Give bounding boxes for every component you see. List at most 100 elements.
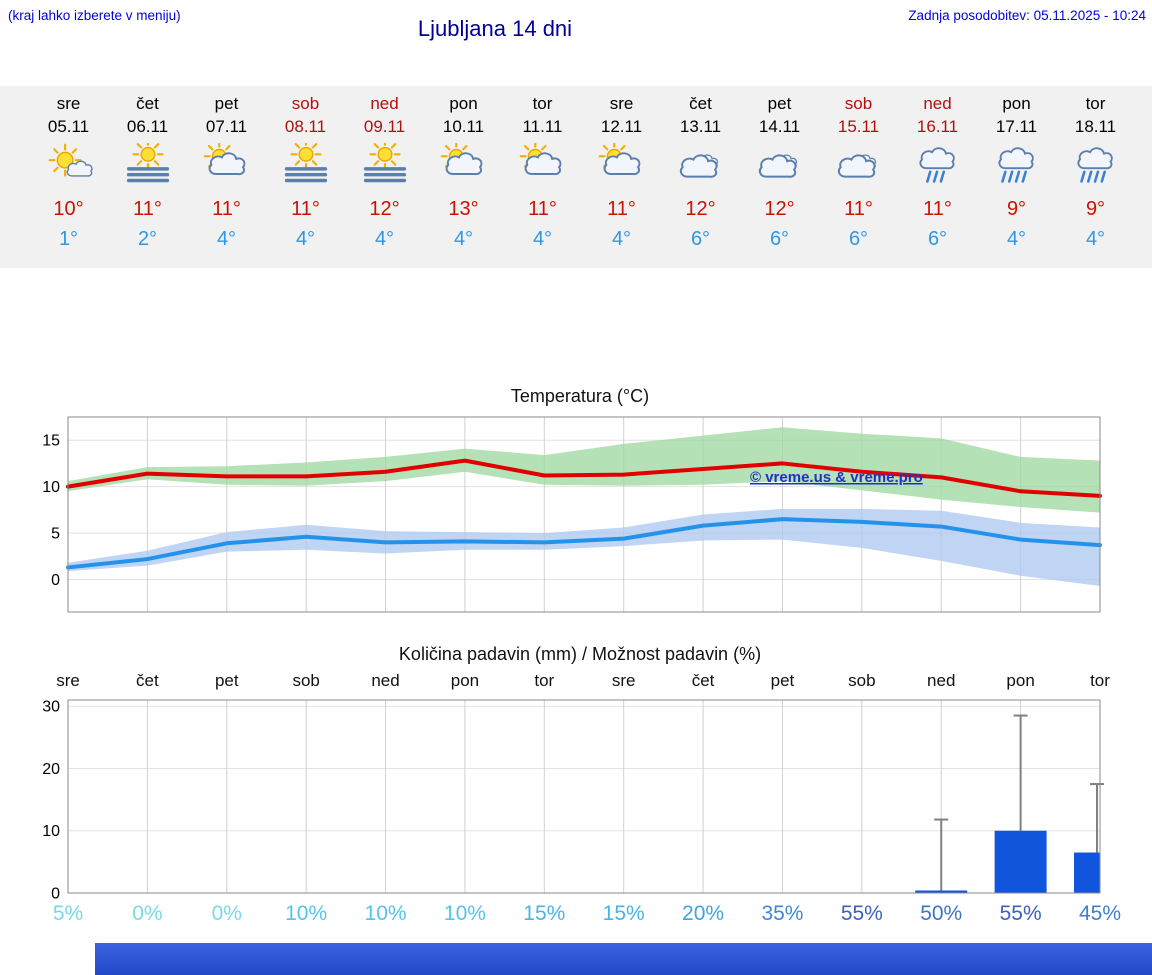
day-label: ned [923, 94, 952, 113]
precip-day-label: tor [534, 671, 554, 690]
low-temp: 4° [374, 228, 395, 250]
high-temp: 11° [528, 198, 557, 220]
forecast-day-11.11: tor 11.11 11° 4° [503, 94, 582, 268]
day-label: sob [291, 94, 320, 113]
date-label: 15.11 [837, 117, 880, 136]
cloudy-icon [661, 143, 740, 191]
high-temp: 10° [53, 198, 84, 220]
date-label: 09.11 [363, 117, 406, 136]
cloudy-icon [740, 143, 819, 191]
precip-probability-label: 15% [523, 902, 565, 925]
forecast-day-07.11: pet 07.11 11° 4° [187, 94, 266, 268]
precip-probability-label: 45% [1079, 902, 1121, 925]
temp-ytick-label: 10 [42, 479, 60, 496]
precip-day-label: sre [612, 671, 636, 690]
day-label: sre [609, 94, 634, 113]
precip-day-label: čet [136, 671, 159, 690]
day-label: čet [689, 94, 712, 113]
fog-sun-icon [345, 138, 424, 191]
precipitation-chart-title: Količina padavin (mm) / Možnost padavin … [398, 644, 762, 664]
forecast-day-17.11: pon 17.11 9° 4° [977, 94, 1056, 268]
low-temp: 6° [848, 228, 869, 250]
low-temp: 4° [216, 228, 237, 250]
date-label: 12.11 [600, 117, 643, 136]
precip-probability-label: 20% [682, 902, 724, 925]
day-label: tor [532, 94, 553, 113]
precip-day-label: sob [848, 671, 875, 690]
date-label: 14.11 [758, 117, 801, 136]
forecast-day-15.11: sob 15.11 11° 6° [819, 94, 898, 268]
precip-bar [915, 890, 968, 893]
precip-day-label: pon [451, 671, 479, 690]
precip-day-label: sob [292, 671, 319, 690]
forecast-day-05.11: sre 05.11 10° 1° [29, 94, 108, 268]
forecast-strip: sre 05.11 10° 1° čet 06.11 11° 2° pet 07.11 11° 4° s… [0, 86, 1152, 268]
day-label: pet [767, 94, 792, 113]
fog-sun-icon [266, 138, 345, 191]
high-temp: 9° [1085, 198, 1106, 220]
precip-day-label: čet [692, 671, 715, 690]
precip-probability-label: 55% [841, 902, 883, 925]
last-updated-label: Zadnja posodobitev: 05.11.2025 - 10:24 [908, 8, 1146, 23]
low-temp: 4° [453, 228, 474, 250]
cloud-sun-icon [187, 140, 266, 191]
low-temp: 4° [1085, 228, 1106, 250]
low-temp: 6° [769, 228, 790, 250]
high-temp: 12° [369, 198, 400, 220]
day-label: pet [214, 94, 239, 113]
date-label: 17.11 [995, 117, 1038, 136]
sun-cloud-icon [29, 143, 108, 191]
precip-ytick-label: 20 [42, 761, 60, 778]
low-temp: 4° [611, 228, 632, 250]
precip-probability-label: 10% [444, 902, 486, 925]
precip-probability-label: 10% [365, 902, 407, 925]
precip-day-label: sre [56, 671, 80, 690]
precip-probability-label: 35% [761, 902, 803, 925]
footer-banner[interactable] [95, 943, 1152, 975]
precip-probability-label: 50% [920, 902, 962, 925]
forecast-day-10.11: pon 10.11 13° 4° [424, 94, 503, 268]
rain-heavy-icon [1056, 143, 1135, 191]
low-temp: 6° [690, 228, 711, 250]
precip-probability-label: 10% [285, 902, 327, 925]
max-temp-band [68, 427, 1100, 513]
date-label: 05.11 [47, 117, 90, 136]
high-temp: 12° [764, 198, 795, 220]
max-temp-line [66, 458, 1102, 498]
cloudy-icon [819, 143, 898, 191]
cloud-sun-icon [503, 140, 582, 191]
precip-probability-label: 15% [603, 902, 645, 925]
high-temp: 11° [844, 198, 873, 220]
low-temp: 4° [295, 228, 316, 250]
low-temp: 4° [532, 228, 553, 250]
precip-bar [1074, 852, 1100, 893]
precip-day-label: pet [771, 671, 795, 690]
location-menu-hint: (kraj lahko izberete v meniju) [8, 8, 181, 23]
forecast-day-09.11: ned 09.11 12° 4° [345, 94, 424, 268]
day-label: sre [56, 94, 81, 113]
day-label: ned [370, 94, 399, 113]
day-label: sob [844, 94, 873, 113]
watermark-link[interactable]: © vreme.us & vreme.pro [750, 469, 923, 486]
forecast-day-06.11: čet 06.11 11° 2° [108, 94, 187, 268]
date-label: 13.11 [679, 117, 722, 136]
precip-ytick-label: 30 [42, 699, 60, 716]
rain-heavy-icon [977, 143, 1056, 191]
precip-day-label: ned [371, 671, 399, 690]
date-label: 07.11 [205, 117, 248, 136]
day-label: čet [136, 94, 159, 113]
day-label: pon [449, 94, 478, 113]
precip-bar [994, 830, 1047, 893]
date-label: 10.11 [442, 117, 485, 136]
high-temp: 11° [133, 198, 162, 220]
day-label: pon [1002, 94, 1031, 113]
fog-sun-icon [108, 138, 187, 191]
high-temp: 11° [212, 198, 241, 220]
precip-day-label: ned [927, 671, 955, 690]
low-temp: 2° [137, 228, 158, 250]
precip-day-label: tor [1090, 671, 1110, 690]
precipitation-chart: sre čet pet sob ned pon tor sre čet pet sob ned pon t… [42, 671, 1121, 925]
low-temp: 1° [58, 228, 79, 250]
date-label: 08.11 [284, 117, 327, 136]
precip-day-label: pon [1006, 671, 1034, 690]
